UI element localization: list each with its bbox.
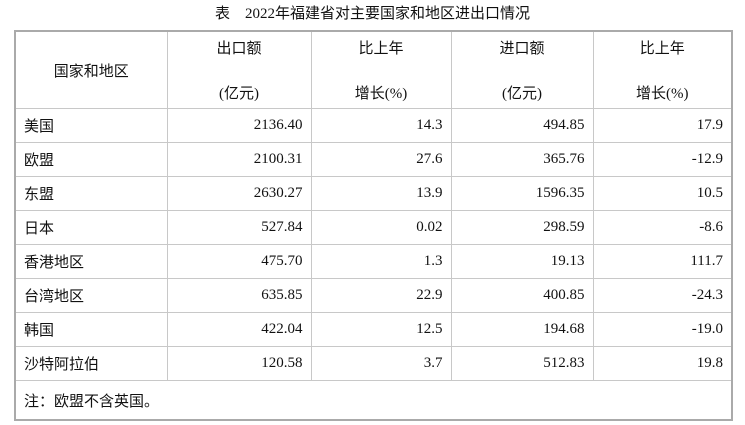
note: 注：欧盟不含英国。: [14, 380, 733, 421]
data-row: 香港地区 475.70 1.3 19.13 111.7: [14, 244, 733, 279]
header-lines: 进口额 (亿元): [460, 37, 585, 103]
header-bottom: 增长(%): [354, 86, 408, 102]
header-cell: 国家和地区: [14, 30, 168, 109]
table-body: 国家和地区 出口额 (亿元) 比上年增长(%) 进口额 (亿元) 比上年增长(%) 美国 213…: [14, 30, 733, 421]
header-top: 出口额: [216, 41, 262, 57]
header-cell: 比上年增长(%): [592, 30, 733, 109]
value-cell: 2630.27: [166, 176, 312, 211]
value-cell: 527.84: [166, 210, 312, 245]
table-title: 表 2022年福建省对主要国家和地区进出口情况: [214, 6, 530, 22]
header-bottom: (亿元): [219, 86, 259, 102]
value-cell: 635.85: [166, 278, 312, 313]
data-row: 欧盟 2100.31 27.6 365.76 -12.9: [14, 142, 733, 177]
value-cell: 14.3: [310, 108, 452, 143]
data-row: 台湾地区 635.85 22.9 400.85 -24.3: [14, 278, 733, 313]
value-cell: 0.02: [310, 210, 452, 245]
value-cell: -12.9: [592, 142, 733, 177]
region-cell: 日本: [14, 210, 168, 245]
header-top: 进口额: [499, 41, 545, 57]
value-cell: 19.8: [592, 346, 733, 381]
data-row: 韩国 422.04 12.5 194.68 -19.0: [14, 312, 733, 347]
header-top: 比上年: [358, 41, 404, 57]
value-cell: 365.76: [450, 142, 594, 177]
region-cell: 美国: [14, 108, 168, 143]
value-cell: 2100.31: [166, 142, 312, 177]
value-cell: 10.5: [592, 176, 733, 211]
header-bottom: 增长(%): [636, 86, 689, 102]
data-row: 美国 2136.40 14.3 494.85 17.9: [14, 108, 733, 143]
value-cell: 17.9: [592, 108, 733, 143]
region-cell: 韩国: [14, 312, 168, 347]
header-lines: 出口额 (亿元): [176, 37, 303, 103]
data-row: 东盟 2630.27 13.9 1596.35 10.5: [14, 176, 733, 211]
value-cell: 494.85: [450, 108, 594, 143]
header-top: 比上年: [639, 41, 685, 57]
value-cell: 475.70: [166, 244, 312, 279]
region-cell: 香港地区: [14, 244, 168, 279]
data-table: 国家和地区 出口额 (亿元) 比上年增长(%) 进口额 (亿元) 比上年增长(%) 美国 213…: [14, 30, 733, 421]
header-cell: 出口额 (亿元): [166, 30, 312, 109]
header-bottom: (亿元): [502, 86, 542, 102]
value-cell: 19.13: [450, 244, 594, 279]
value-cell: 400.85: [450, 278, 594, 313]
data-row: 日本 527.84 0.02 298.59 -8.6: [14, 210, 733, 245]
value-cell: 111.7: [592, 244, 733, 279]
note-row: 注：欧盟不含英国。: [14, 380, 733, 421]
header-lines: 比上年增长(%): [602, 37, 724, 103]
value-cell: 1596.35: [450, 176, 594, 211]
region-cell: 台湾地区: [14, 278, 168, 313]
value-cell: -19.0: [592, 312, 733, 347]
value-cell: 12.5: [310, 312, 452, 347]
region-cell: 东盟: [14, 176, 168, 211]
value-cell: 1.3: [310, 244, 452, 279]
value-cell: 120.58: [166, 346, 312, 381]
value-cell: 2136.40: [166, 108, 312, 143]
value-cell: -8.6: [592, 210, 733, 245]
header-cell: 比上年增长(%): [310, 30, 452, 109]
header-lines: 比上年增长(%): [320, 37, 443, 103]
region-cell: 沙特阿拉伯: [14, 346, 168, 381]
value-cell: 194.68: [450, 312, 594, 347]
value-cell: 512.83: [450, 346, 594, 381]
value-cell: -24.3: [592, 278, 733, 313]
region-cell: 欧盟: [14, 142, 168, 177]
header-row: 国家和地区 出口额 (亿元) 比上年增长(%) 进口额 (亿元) 比上年增长(%): [14, 30, 733, 109]
header-cell: 进口额 (亿元): [450, 30, 594, 109]
value-cell: 22.9: [310, 278, 452, 313]
value-cell: 13.9: [310, 176, 452, 211]
value-cell: 27.6: [310, 142, 452, 177]
value-cell: 298.59: [450, 210, 594, 245]
value-cell: 422.04: [166, 312, 312, 347]
data-row: 沙特阿拉伯 120.58 3.7 512.83 19.8: [14, 346, 733, 381]
value-cell: 3.7: [310, 346, 452, 381]
